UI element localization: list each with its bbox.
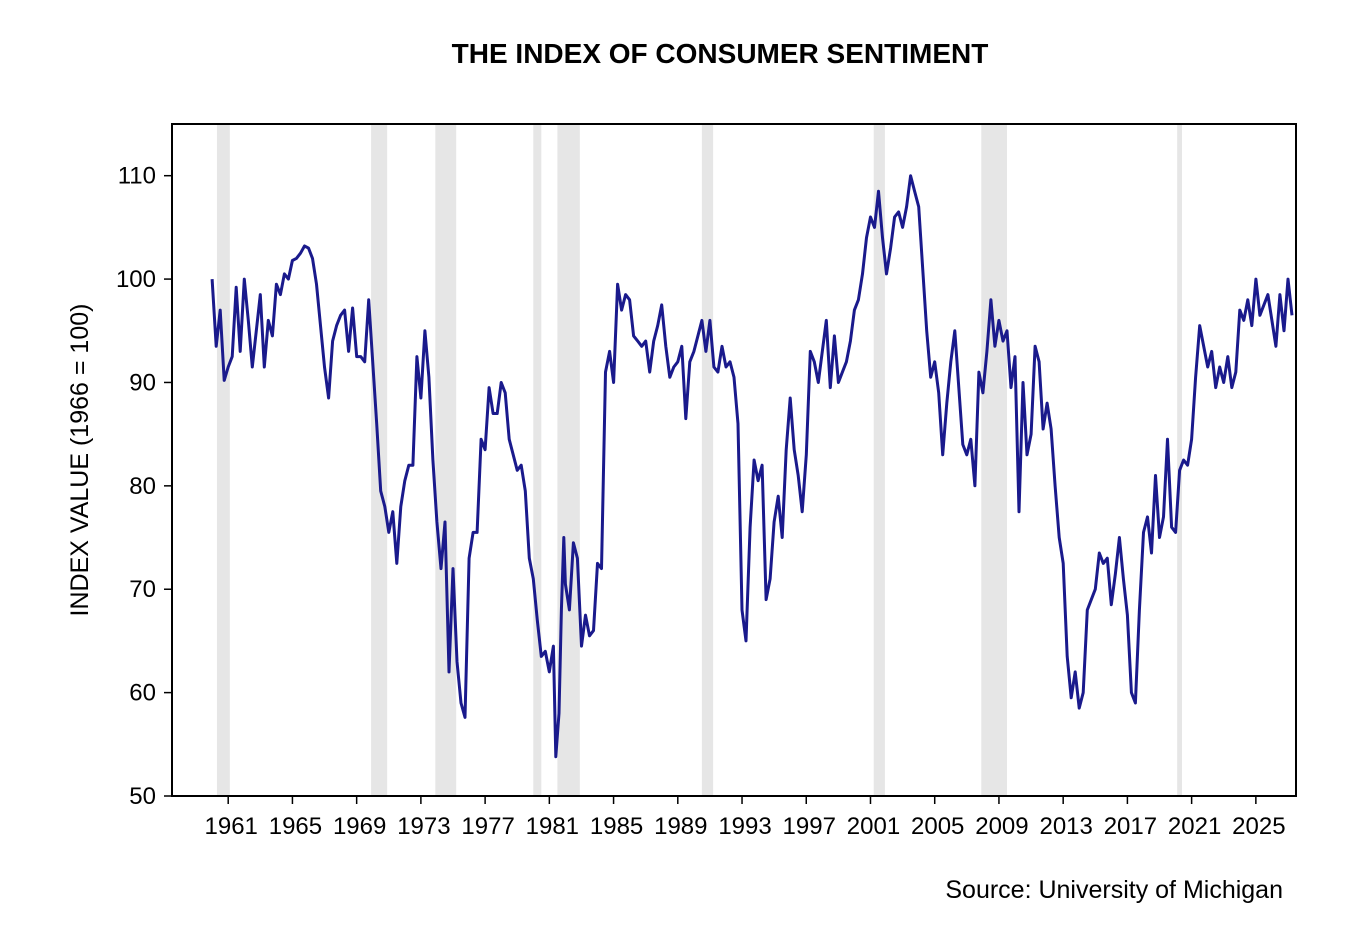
recession-band xyxy=(1177,124,1182,796)
y-tick-label: 60 xyxy=(129,680,156,707)
x-tick-label: 1989 xyxy=(654,813,707,840)
recession-bands xyxy=(216,124,1182,796)
source-note: Source: University of Michigan xyxy=(945,876,1283,904)
plot-frame xyxy=(171,123,1297,797)
x-tick-label: 2001 xyxy=(847,813,900,840)
y-tick-label: 70 xyxy=(129,576,156,603)
x-axis: 1961 1965 1969 1973 1977 1981 1985 1989 1993 1997… xyxy=(205,796,1286,840)
recession-band xyxy=(701,124,714,796)
x-tick-label: 2009 xyxy=(975,813,1028,840)
y-tick-label: 110 xyxy=(118,163,156,190)
y-axis: 50 60 70 80 90 100 110 xyxy=(116,163,172,810)
x-tick-label: 2021 xyxy=(1168,813,1221,840)
y-tick-label: 80 xyxy=(129,473,156,500)
x-tick-label: 1997 xyxy=(783,813,836,840)
y-tick-label: 100 xyxy=(116,266,156,293)
x-tick-label: 2013 xyxy=(1039,813,1092,840)
x-tick-label: 2017 xyxy=(1104,813,1157,840)
x-tick-label: 2025 xyxy=(1232,813,1285,840)
x-tick-label: 1981 xyxy=(526,813,579,840)
x-tick-label: 1961 xyxy=(205,813,258,840)
x-tick-label: 1993 xyxy=(718,813,771,840)
recession-band xyxy=(557,124,580,796)
x-tick-label: 1969 xyxy=(333,813,386,840)
x-tick-label: 1965 xyxy=(269,813,322,840)
x-tick-label: 2005 xyxy=(911,813,964,840)
recession-band xyxy=(981,124,1007,796)
y-tick-label: 90 xyxy=(129,369,156,396)
y-axis-label: INDEX VALUE (1966 = 100) xyxy=(66,304,94,617)
x-tick-label: 1985 xyxy=(590,813,643,840)
recession-band xyxy=(435,124,457,796)
recession-band xyxy=(533,124,542,796)
series-line xyxy=(210,174,1294,759)
chart-title: THE INDEX OF CONSUMER SENTIMENT xyxy=(451,38,989,69)
y-tick-label: 50 xyxy=(129,783,156,810)
x-tick-label: 1973 xyxy=(397,813,450,840)
recession-band xyxy=(216,124,230,796)
x-tick-label: 1977 xyxy=(461,813,514,840)
recession-band xyxy=(873,124,885,796)
